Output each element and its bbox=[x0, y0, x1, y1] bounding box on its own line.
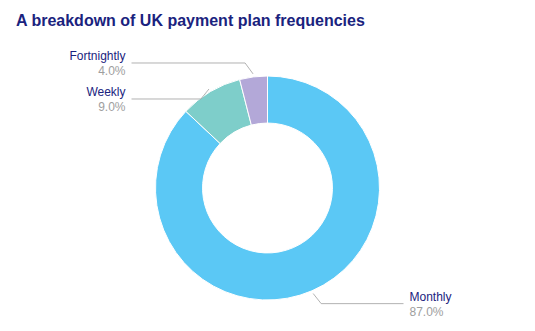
leader-line bbox=[132, 89, 209, 99]
slice-label: Weekly bbox=[86, 85, 125, 99]
title: A breakdown of UK payment plan frequenci… bbox=[16, 12, 365, 29]
labels: Monthly87.0% Weekly9.0% Fortnightly4.0% bbox=[69, 49, 451, 319]
value-label: 4.0% bbox=[98, 64, 126, 78]
slices bbox=[156, 76, 380, 300]
slice bbox=[240, 76, 268, 125]
leader-line bbox=[313, 294, 403, 304]
value-label: 87.0% bbox=[410, 305, 444, 319]
slice bbox=[186, 80, 251, 144]
slice-label: Fortnightly bbox=[69, 49, 125, 63]
leader-line bbox=[132, 63, 254, 74]
chart: A breakdown of UK payment plan frequenci… bbox=[0, 0, 535, 331]
slice-label: Monthly bbox=[410, 290, 452, 304]
slice bbox=[156, 76, 380, 300]
value-label: 9.0% bbox=[98, 100, 126, 114]
